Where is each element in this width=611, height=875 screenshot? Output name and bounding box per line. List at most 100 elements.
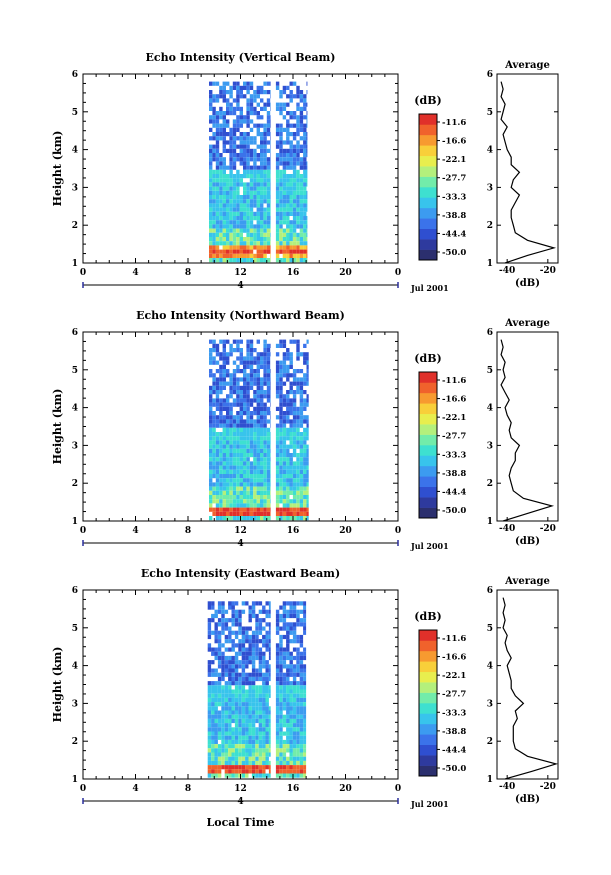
heatmap-cell	[238, 727, 242, 732]
profile-line	[500, 339, 555, 522]
heatmap-cell	[260, 507, 264, 512]
heatmap-cell	[256, 102, 260, 107]
heatmap-cell	[243, 507, 247, 512]
heatmap-cell	[258, 660, 263, 665]
heatmap-cell	[211, 601, 215, 606]
heatmap-cell	[268, 676, 271, 682]
heatmap-cell	[234, 718, 239, 724]
heatmap-cell	[234, 613, 239, 619]
colorbar-tick-label: -22.1	[442, 155, 466, 165]
heatmap-cell	[245, 765, 249, 770]
colorbar-unit: (dB)	[414, 610, 441, 623]
heatmap-cell	[303, 161, 307, 166]
heatmap-cell	[296, 211, 300, 216]
heatmap-cell	[241, 651, 246, 656]
heatmap-cell	[270, 499, 271, 504]
heatmap-cell	[289, 406, 293, 411]
heatmap-cell	[306, 415, 309, 420]
heatmap-cell	[279, 237, 283, 242]
x-tick-label: 12	[234, 526, 247, 536]
heatmap-cell	[221, 693, 225, 698]
heatmap-cell	[303, 373, 307, 378]
heatmap-cell	[256, 253, 260, 258]
heatmap-cell	[234, 727, 239, 732]
heatmap-cell	[211, 689, 215, 694]
colorbar-tick-label: -44.4	[442, 745, 466, 755]
heatmap-cell	[268, 710, 271, 715]
heatmap-cell	[226, 119, 230, 124]
heatmap-cell	[299, 211, 304, 216]
heatmap-cell	[222, 423, 226, 428]
heatmap-cell	[212, 377, 216, 382]
heatmap-cell	[239, 174, 243, 179]
heatmap-cell	[265, 681, 269, 686]
heatmap-cell	[222, 352, 226, 357]
heatmap-cell	[207, 601, 212, 606]
heatmap-cell	[224, 769, 229, 774]
heatmap-cell	[246, 482, 250, 487]
heatmap-cell	[245, 697, 249, 703]
heatmap-cell	[212, 486, 216, 491]
heatmap-cell	[249, 369, 254, 374]
heatmap-cell	[299, 748, 304, 753]
heatmap-cell	[253, 369, 257, 374]
heatmap-cell	[246, 461, 250, 466]
heatmap-cell	[224, 693, 229, 698]
heatmap-cell	[214, 718, 218, 724]
heatmap-cell	[253, 90, 257, 95]
heatmap-cell	[222, 469, 226, 474]
heatmap-cell	[226, 444, 230, 449]
colorbar-tick-label: -33.3	[442, 450, 466, 460]
heatmap-cell	[303, 474, 307, 479]
heatmap-cell	[266, 440, 271, 445]
heatmap-cell	[279, 676, 283, 682]
colorbar-tick-label: -22.1	[442, 671, 466, 681]
heatmap-cell	[215, 178, 220, 183]
heatmap-cell	[212, 457, 216, 462]
heatmap-cell	[253, 182, 257, 187]
heatmap-cell	[286, 482, 290, 487]
heatmap-cell	[246, 81, 250, 86]
heatmap-cell	[286, 258, 290, 263]
heatmap-cell	[279, 465, 283, 470]
heatmap-cell	[249, 411, 254, 416]
heatmap-cell	[299, 453, 304, 458]
heatmap-cell	[226, 398, 230, 403]
heatmap-cell	[275, 169, 280, 174]
heatmap-cell	[222, 402, 226, 407]
heatmap-cell	[253, 436, 257, 441]
heatmap-cell	[270, 165, 271, 170]
colorbar-frame	[418, 113, 438, 261]
heatmap-cell	[306, 178, 308, 183]
heatmap-cell	[211, 765, 215, 770]
heatmap-cell	[262, 672, 266, 677]
heatmap-cell	[260, 486, 264, 491]
heatmap-cell	[306, 258, 308, 263]
heatmap-cell	[306, 352, 309, 357]
heatmap-cell	[275, 360, 280, 365]
heatmap-cell	[268, 769, 271, 774]
heatmap-cell	[292, 672, 297, 677]
heatmap-cell	[234, 735, 239, 740]
heatmap-cell	[226, 461, 230, 466]
heatmap-cell	[212, 474, 216, 479]
heatmap-cell	[246, 169, 250, 174]
heatmap-cell	[260, 249, 264, 254]
heatmap-cell	[275, 423, 280, 428]
heatmap-cell	[286, 253, 290, 258]
heatmap-cell	[289, 702, 293, 707]
heatmap-cell	[245, 689, 249, 694]
colorbar-tick-label: -27.7	[442, 174, 466, 184]
heatmap-cell	[217, 773, 222, 778]
heatmap-cell	[228, 676, 232, 682]
heatmap-cell	[215, 132, 220, 137]
heatmap-cell	[211, 697, 215, 703]
heatmap-cell	[292, 123, 297, 128]
x-tick-label: 0	[80, 784, 86, 794]
heatmap-cell	[299, 224, 304, 229]
heatmap-cell	[256, 115, 260, 120]
heatmap-cell	[246, 511, 250, 516]
colorbar-tick-label: -44.4	[442, 229, 466, 239]
heatmap-cell	[226, 495, 230, 500]
heatmap-cell	[286, 773, 290, 778]
